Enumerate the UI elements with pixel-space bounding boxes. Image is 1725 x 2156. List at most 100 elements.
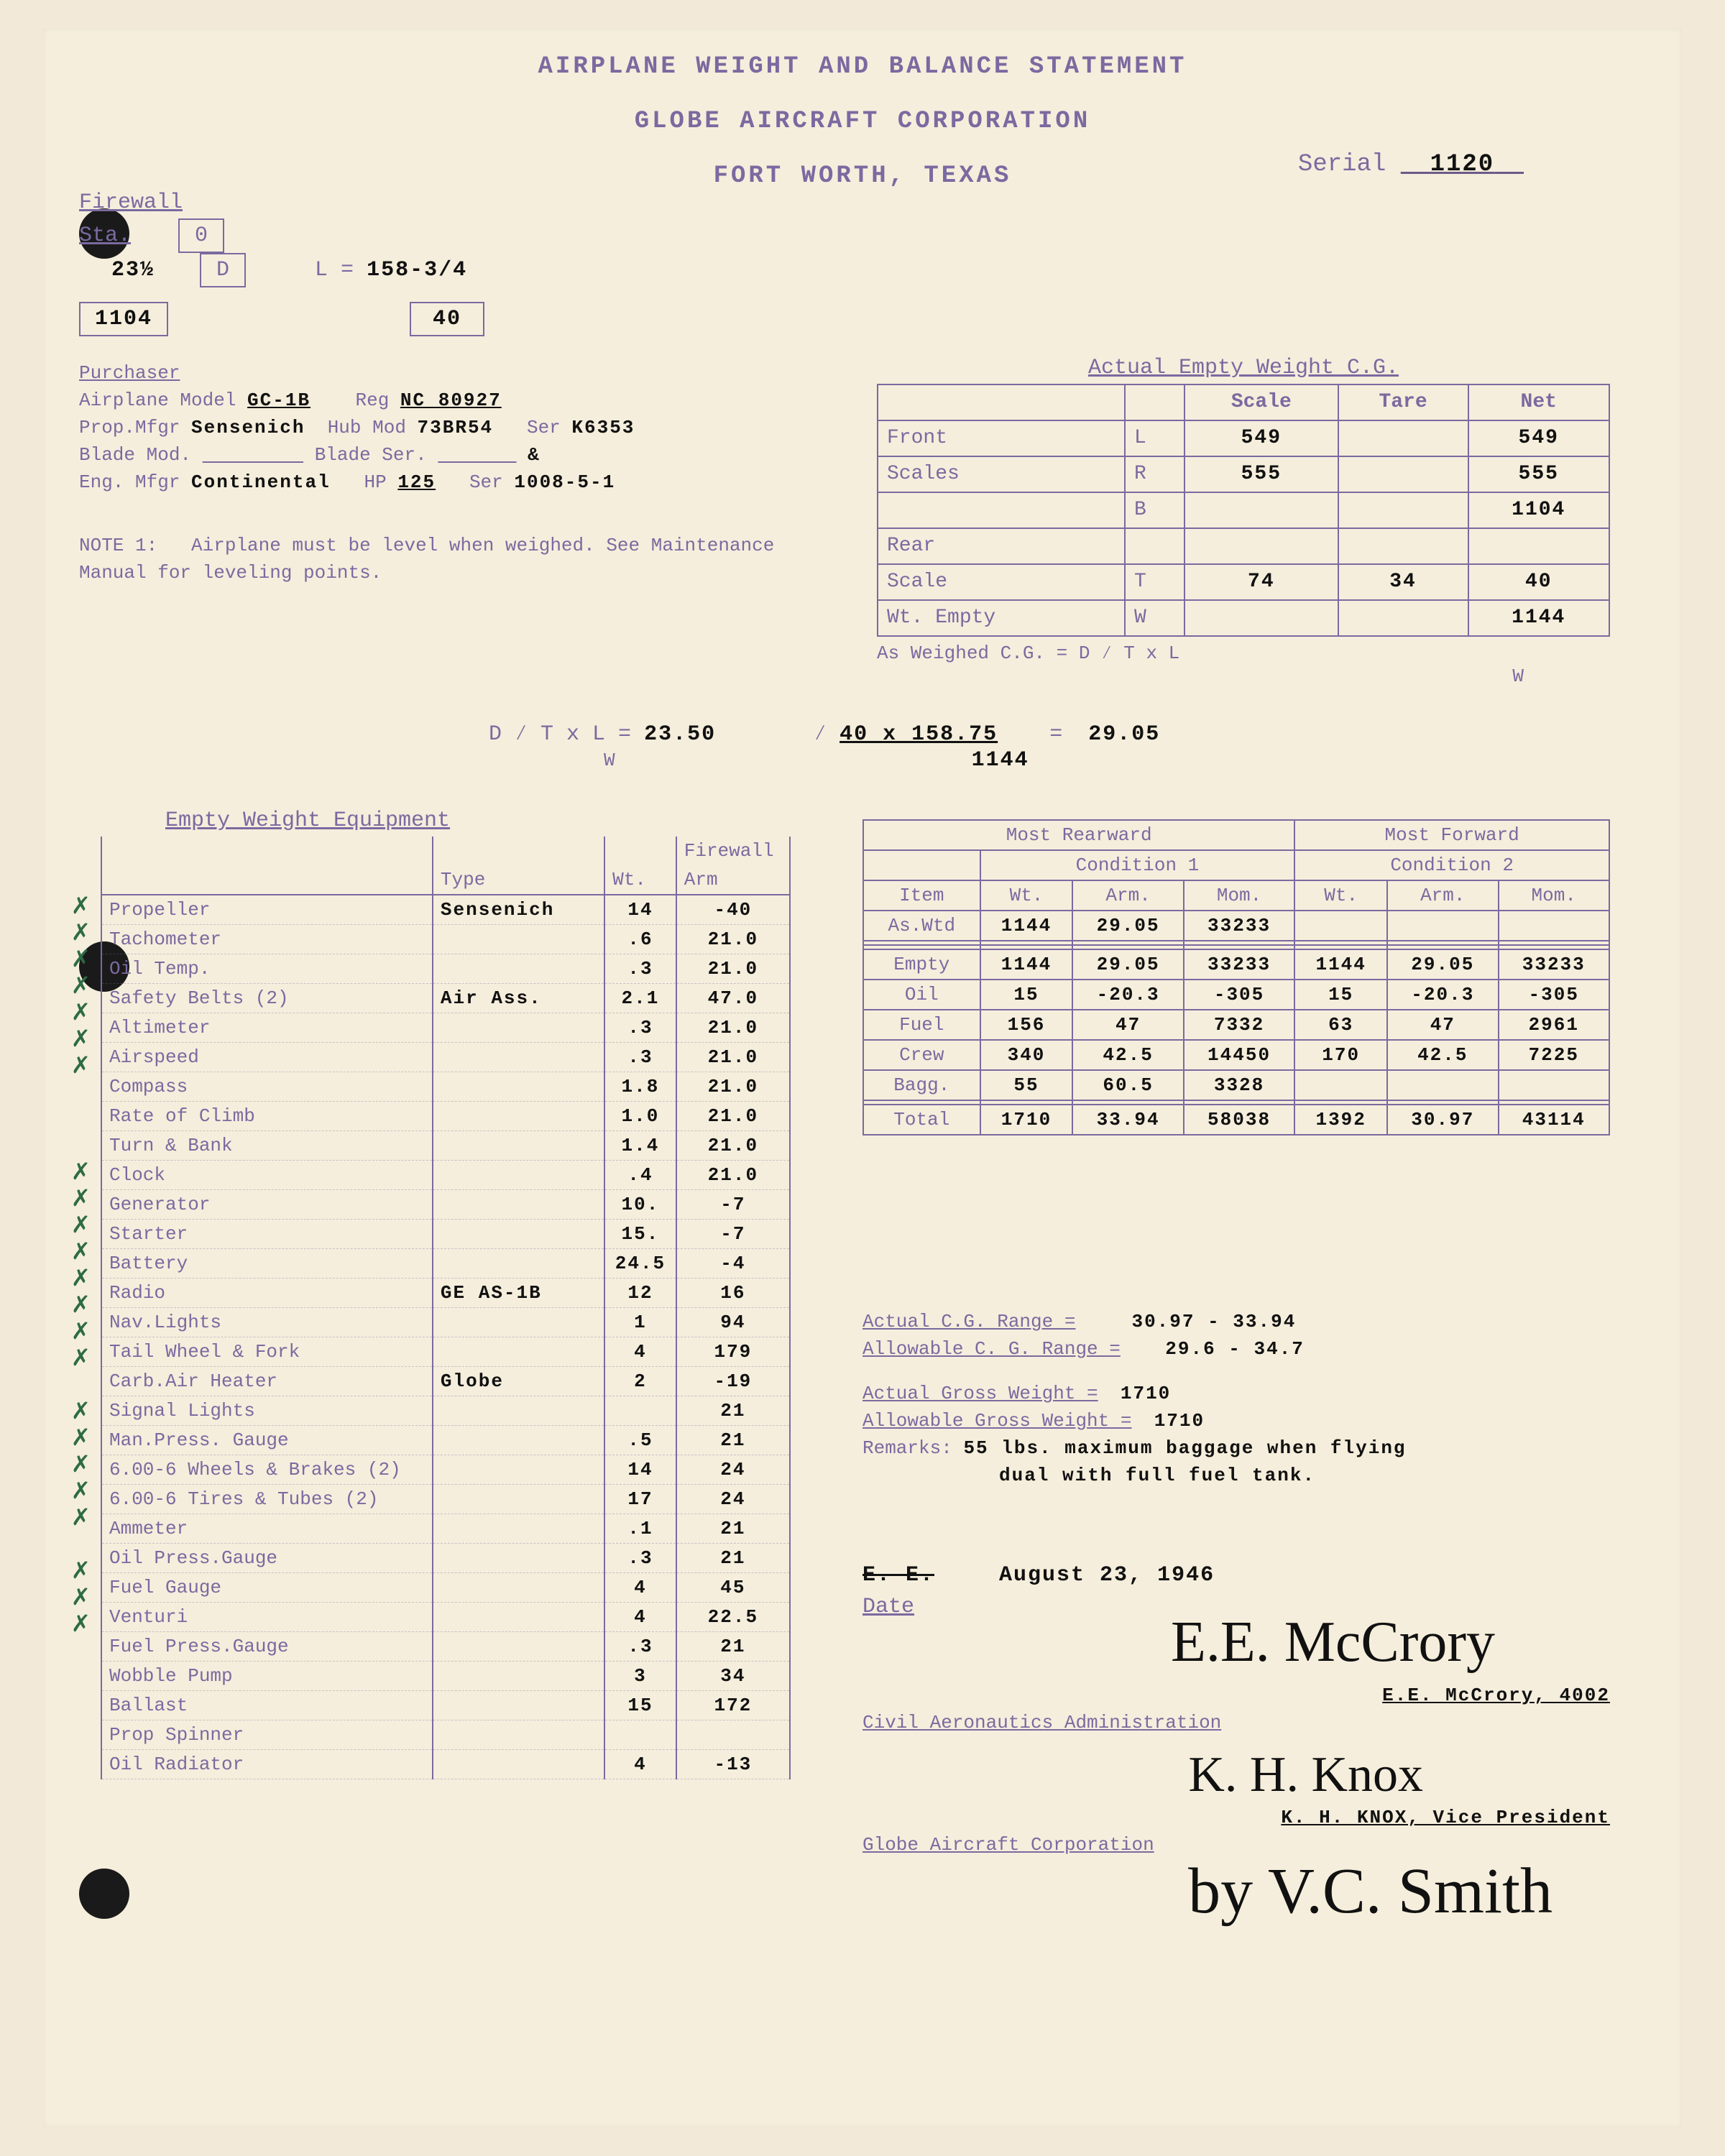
table-cell: 555 [1184,456,1338,492]
firewall-l: 158-3/4 [367,258,467,282]
as-weighed-label: As Weighed C.G. = D ∕ T x L [877,642,1179,664]
table-cell: Clock [101,1161,433,1190]
title-line-1: AIRPLANE WEIGHT AND BALANCE STATEMENT [43,50,1682,83]
table-cell: 7332 [1184,1010,1294,1040]
table-cell: -40 [676,895,790,925]
table-row: ScalesR555555 [878,456,1609,492]
table-row: Signal Lights21 [101,1396,790,1426]
table-cell: Air Ass. [433,984,604,1013]
table-cell: Rear [878,528,1125,564]
signer-2: K. H. KNOX, Vice President Globe Aircraf… [862,1804,1610,1858]
table-cell: -20.3 [1387,980,1498,1010]
table-cell: L [1125,420,1184,456]
date-value: August 23, 1946 [999,1563,1215,1588]
table-cell: Carb.Air Heater [101,1367,433,1396]
table-cell: As.Wtd [863,911,980,941]
ranges-block: Actual C.G. Range = 30.97 - 33.94 Allowa… [862,1308,1610,1489]
table-cell: 10. [604,1190,676,1220]
table-cell [433,1308,604,1337]
as-weighed-denom: W [1512,665,1524,687]
allow-gw: 1710 [1154,1410,1205,1432]
table-row: Empty114429.0533233114429.0533233 [863,949,1609,980]
eng-ser-label: Ser [469,471,503,493]
table-cell: 24.5 [604,1249,676,1279]
table-cell: 156 [980,1010,1073,1040]
table-row: Altimeter.321.0 [101,1013,790,1043]
table-cell: Generator [101,1190,433,1220]
signer-2-name: K. H. KNOX, Vice President [1281,1807,1610,1828]
l-label: L = [315,258,354,282]
table-cell [1184,600,1338,636]
table-cell: Oil [863,980,980,1010]
table-cell: 14 [604,895,676,925]
table-cell: 29.05 [1387,949,1498,980]
table-cell: 21.0 [676,954,790,984]
table-cell: Bagg. [863,1070,980,1100]
table-cell: 22.5 [676,1603,790,1632]
table-row: Rate of Climb1.021.0 [101,1102,790,1131]
firewall-label: Firewall [79,187,484,218]
prop-ser-label: Ser [527,417,561,438]
table-cell: R [1125,456,1184,492]
table-cell [433,1161,604,1190]
table-cell [433,1485,604,1514]
table-cell: 1144 [1468,600,1609,636]
remarks-text-2: dual with full fuel tank. [999,1465,1315,1486]
table-cell [433,1043,604,1072]
table-cell: GE AS-1B [433,1279,604,1308]
hp: 125 [397,471,436,493]
cg-rhs: 40 x 158.75 [840,722,998,747]
serial-value: 1120 [1430,151,1495,178]
table-cell: Venturi [101,1603,433,1632]
table-cell [433,1544,604,1573]
table-row: Oil Temp..321.0 [101,954,790,984]
table-cell [1184,492,1338,528]
table-cell: Ballast [101,1691,433,1720]
table-cell: Prop Spinner [101,1720,433,1750]
table-cell: 33233 [1184,911,1294,941]
table-cell: -19 [676,1367,790,1396]
table-row: Oil15-20.3-30515-20.3-305 [863,980,1609,1010]
table-cell [433,1662,604,1691]
table-cell: 21 [676,1514,790,1544]
blade-ser-label: Blade Ser. [315,444,427,466]
table-cell: 1 [604,1308,676,1337]
table-cell: 63 [1294,1010,1387,1040]
firewall-block: Firewall Sta. 0 23½ D L = 158-3/4 1104 4… [79,187,484,336]
table-cell [1294,911,1387,941]
purchaser-label: Purchaser [79,359,812,387]
table-row: Rear [878,528,1609,564]
table-cell: 55 [980,1070,1073,1100]
eng-mfgr-label: Eng. Mfgr [79,471,180,493]
table-cell: Ammeter [101,1514,433,1544]
table-row: Tachometer.621.0 [101,925,790,954]
table-cell [433,1131,604,1161]
table-cell: Starter [101,1220,433,1249]
table-cell: -7 [676,1190,790,1220]
table-cell: 16 [676,1279,790,1308]
table-row: Tail Wheel & Fork4179 [101,1337,790,1367]
table-cell: 40 [1468,564,1609,600]
table-row: Starter15.-7 [101,1220,790,1249]
table-cell: Propeller [101,895,433,925]
table-cell: .4 [604,1161,676,1190]
reg: NC 80927 [400,390,502,411]
table-cell [433,1603,604,1632]
table-cell: Fuel [863,1010,980,1040]
table-row: Venturi422.5 [101,1603,790,1632]
firewall-t: 40 [410,302,484,336]
table-row: Wt. EmptyW1144 [878,600,1609,636]
table-row: Prop Spinner [101,1720,790,1750]
table-cell: 21.0 [676,925,790,954]
table-cell: 1144 [1294,949,1387,980]
prop-mfgr: Sensenich [191,417,305,438]
table-cell: .3 [604,954,676,984]
table-cell: 21 [676,1426,790,1455]
table-cell: 4 [604,1337,676,1367]
table-cell: -4 [676,1249,790,1279]
table-cell: Globe [433,1367,604,1396]
table-cell: 15 [1294,980,1387,1010]
table-row: Carb.Air HeaterGlobe2-19 [101,1367,790,1396]
signer-1-org: Civil Aeronautics Administration [862,1709,1610,1736]
table-row: RadioGE AS-1B1216 [101,1279,790,1308]
